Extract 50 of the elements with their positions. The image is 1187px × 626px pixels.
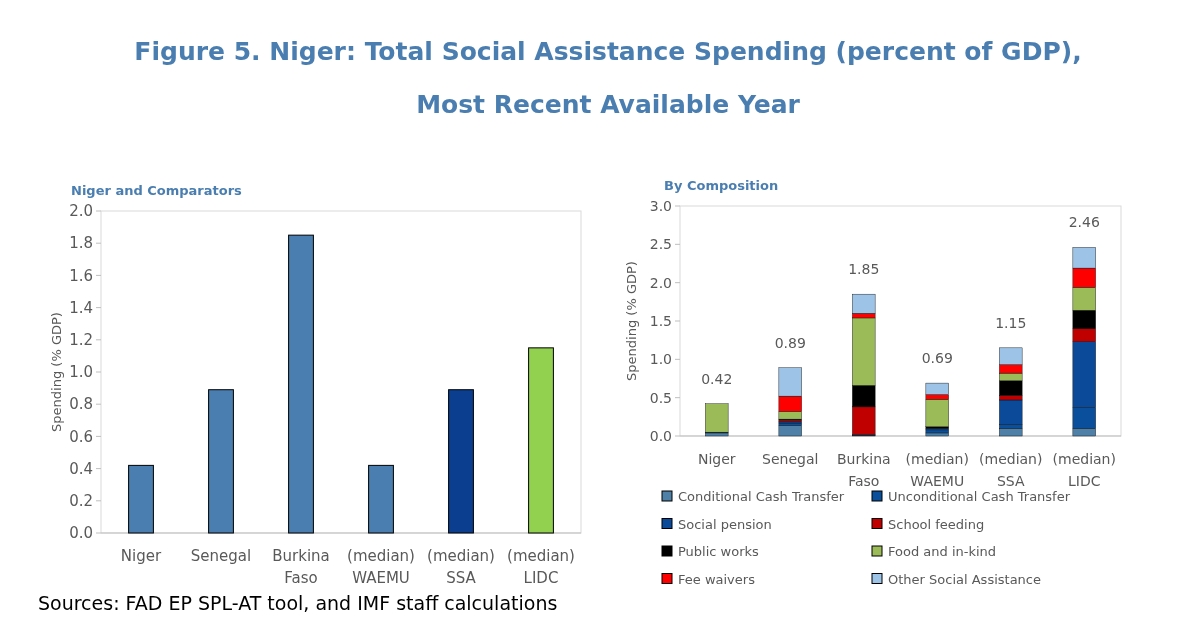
y-tick-label: 2.5 [649,236,672,253]
y-tick-label: 0.0 [69,524,93,543]
legend-label: Conditional Cash Transfer [678,489,845,504]
y-tick-label: 1.8 [69,234,93,253]
y-tick-label: 1.2 [69,331,93,350]
y-tick-label: 3.0 [649,197,672,214]
y-tick-label: 2.0 [649,274,672,291]
total-label: 2.46 [1068,214,1100,231]
y-tick-label: 1.0 [649,351,672,368]
total-label: 0.69 [921,350,953,367]
y-tick-label: 1.0 [69,363,93,382]
legend-label: Public works [678,544,760,559]
x-tick-label: Senegal [762,451,819,467]
x-tick-label: (median) LIDC [1052,451,1116,489]
y-axis-title: Spending (% GDP) [49,312,64,432]
y-tick-label: 0.5 [649,389,672,406]
y-tick-label: 1.4 [69,298,93,317]
x-tick-label: (median) SSA [427,547,495,587]
y-tick-label: 1.5 [649,312,672,329]
y-tick-label: 2.0 [69,202,93,221]
x-tick-label: (median) WAEMU [347,547,415,587]
source-note: Sources: FAD EP SPL-AT tool, and IMF staff calculations [38,592,558,614]
legend-label: Fee waivers [678,571,756,587]
x-tick-label: (median) WAEMU [905,451,969,489]
x-tick-label: Senegal [190,547,252,565]
y-tick-label: 1.6 [69,266,93,285]
chart-title: By Composition [664,178,779,193]
y-tick-label: 0.2 [69,492,93,511]
chart-subtitle: Niger and Comparators [71,183,243,198]
x-tick-label: (median) SSA [979,451,1043,489]
total-label: 0.42 [701,370,733,387]
y-tick-label: 0.8 [69,395,93,414]
legend-label: School feeding [888,516,985,532]
y-tick-label: 0.4 [69,459,93,478]
total-label: 1.85 [848,261,880,278]
x-tick-label: Burkina Faso [836,451,891,489]
total-label: 1.15 [995,314,1027,331]
y-axis-title: Spending (% GDP) [624,261,639,381]
legend-label: Food and in-kind [888,544,997,559]
x-tick-label: Burkina Faso [272,547,330,587]
x-tick-label: (median) LIDC [507,547,575,587]
legend-label: Other Social Assistance [888,571,1041,587]
total-label: 0.89 [774,334,806,351]
x-tick-label: Niger [120,547,162,565]
legend-label: Social pension [678,516,772,532]
x-tick-label: Niger [697,451,736,467]
chart-title: Figure 5. Niger: Total Social Assistance Spending (percent of GDP), Most Recent Available Year [134,37,1082,119]
y-tick-label: 0.6 [69,427,93,446]
legend-label: Unconditional Cash Transfer [888,489,1071,504]
y-tick-label: 0.0 [649,427,672,444]
